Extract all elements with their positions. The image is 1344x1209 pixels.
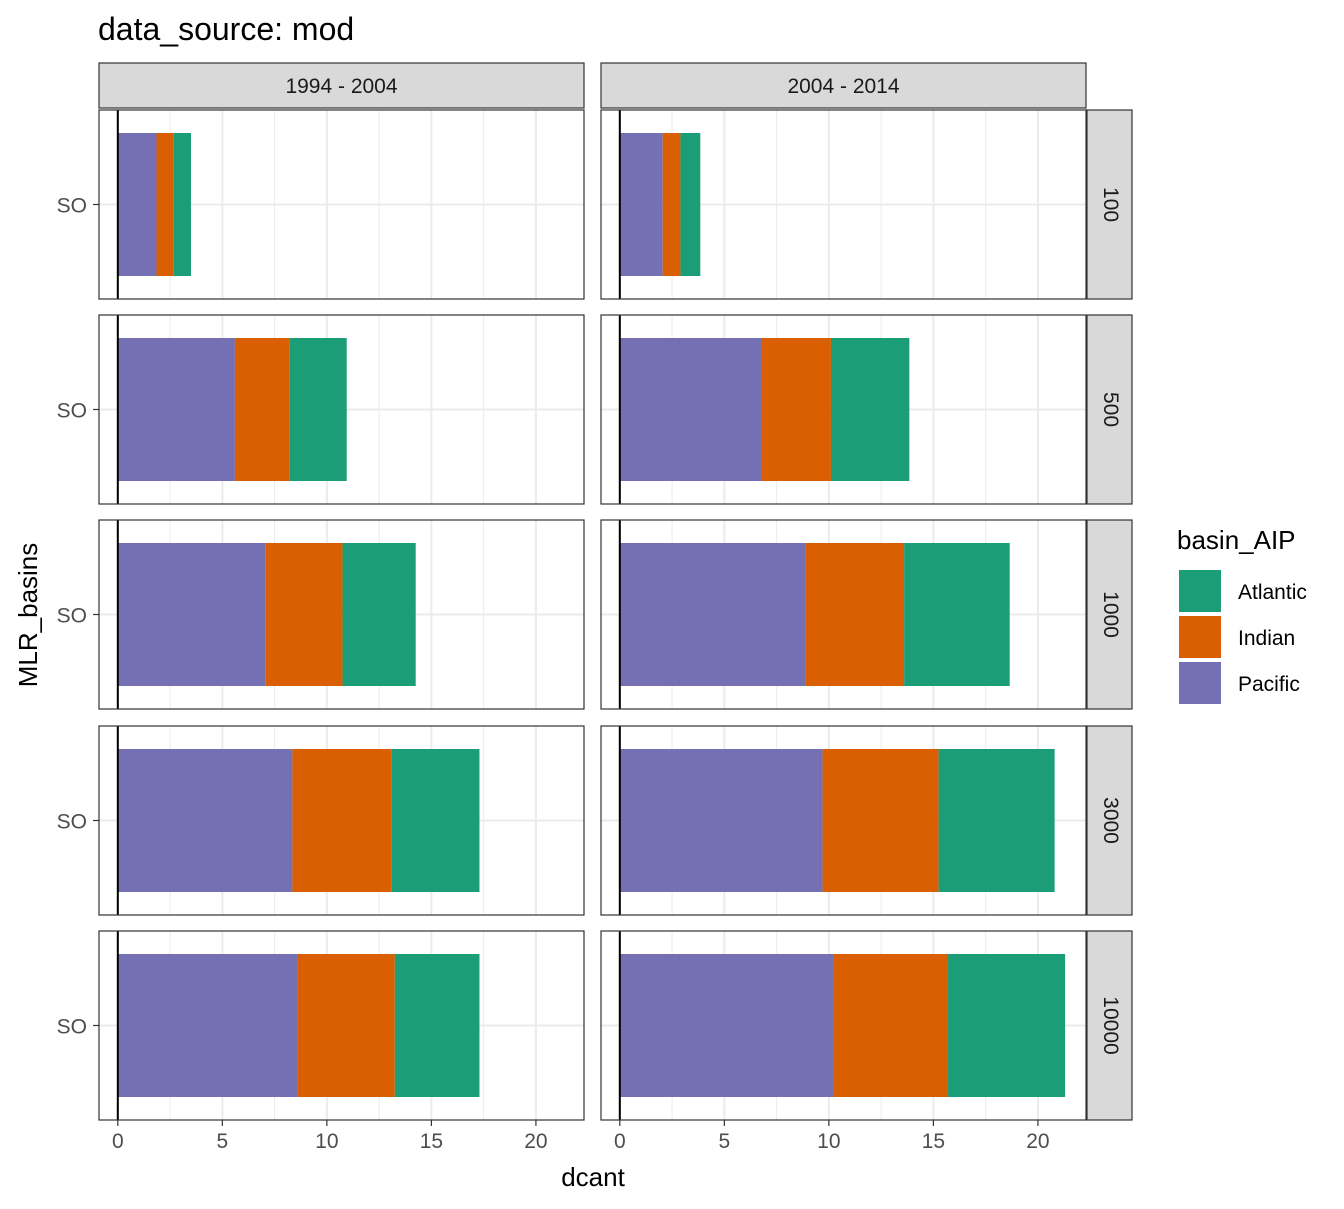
row-strip-bg <box>1086 725 1133 916</box>
x-tick-label: 15 <box>420 1130 443 1153</box>
row-strip-label: 500 <box>1099 392 1122 427</box>
bar-segment-atlantic <box>394 954 480 1097</box>
legend-label: Atlantic <box>1238 581 1307 604</box>
bar-segment-atlantic <box>680 133 701 276</box>
facet-panel: 0 5 10 15 20 <box>600 930 1087 1153</box>
facet-panel <box>600 725 1087 916</box>
bar-segment-indian <box>292 749 392 892</box>
row-strip: 3000 <box>1086 725 1133 916</box>
column-strip: 1994 - 2004 <box>98 62 585 109</box>
bar-segment-pacific <box>117 133 157 276</box>
bar-segment-pacific <box>619 543 806 686</box>
row-strip-label: 10000 <box>1099 996 1122 1054</box>
bar-segment-atlantic <box>904 543 1010 686</box>
row-strip-bg <box>1086 930 1133 1121</box>
row-strip: 10000 <box>1086 930 1133 1121</box>
bar-segment-pacific <box>619 338 762 481</box>
bar-segment-pacific <box>117 749 293 892</box>
column-strip-bg <box>600 62 1087 109</box>
facet-panel: SO <box>57 725 585 916</box>
bar-segment-indian <box>662 133 681 276</box>
bar-segment-pacific <box>117 338 235 481</box>
x-tick-label: 20 <box>524 1130 547 1153</box>
facet-panel <box>600 314 1087 505</box>
x-tick-label: 15 <box>922 1130 945 1153</box>
legend: basin_AIP Atlantic Indian Pacific <box>1177 525 1307 704</box>
column-strip-label: 2004 - 2014 <box>787 75 899 98</box>
facet-panel: SO <box>57 519 585 710</box>
bar-segment-indian <box>761 338 831 481</box>
row-strip-bg <box>1086 314 1133 505</box>
legend-key-indian <box>1179 616 1221 658</box>
bar-segment-indian <box>265 543 343 686</box>
y-axis-title: MLR_basins <box>13 543 43 688</box>
y-tick-label: SO <box>57 1016 87 1039</box>
row-strip-bg <box>1086 519 1133 710</box>
column-strip-bg <box>98 62 585 109</box>
bar-segment-indian <box>297 954 395 1097</box>
row-strip: 100 <box>1086 109 1133 300</box>
bar-segment-atlantic <box>938 749 1055 892</box>
legend-key-pacific <box>1179 662 1221 704</box>
row-strip-label: 3000 <box>1099 797 1122 844</box>
x-tick-label: 10 <box>315 1130 338 1153</box>
facet-panel <box>600 519 1087 710</box>
bar-segment-atlantic <box>830 338 910 481</box>
panel-border <box>600 930 1087 1121</box>
row-strip-label: 100 <box>1099 187 1122 222</box>
x-tick-label: 0 <box>614 1130 626 1153</box>
bar-segment-indian <box>156 133 174 276</box>
row-strip: 1000 <box>1086 519 1133 710</box>
bar-segment-pacific <box>117 543 266 686</box>
facet-panel <box>600 109 1087 300</box>
row-strip: 500 <box>1086 314 1133 505</box>
bar-segment-atlantic <box>173 133 191 276</box>
row-strip-label: 1000 <box>1099 591 1122 638</box>
row-strip-bg <box>1086 109 1133 300</box>
x-tick-label: 10 <box>817 1130 840 1153</box>
bar-segment-indian <box>822 749 939 892</box>
x-axis-title: dcant <box>561 1162 625 1192</box>
panel-border <box>600 725 1087 916</box>
x-tick-label: 5 <box>718 1130 730 1153</box>
bar-segment-pacific <box>619 954 834 1097</box>
bar-segment-atlantic <box>948 954 1066 1097</box>
x-tick-label: 0 <box>112 1130 124 1153</box>
y-tick-label: SO <box>57 605 87 628</box>
facet-panel: SO <box>57 109 585 300</box>
panel-border <box>600 109 1087 300</box>
legend-label: Indian <box>1238 627 1295 650</box>
legend-item: Pacific <box>1179 662 1300 704</box>
bar-segment-indian <box>805 543 905 686</box>
facet-panels: 1994 - 2004 2004 - 2014100500100030001000… <box>57 62 1133 1153</box>
y-tick-label: SO <box>57 811 87 834</box>
column-strip-label: 1994 - 2004 <box>285 75 397 98</box>
column-strip: 2004 - 2014 <box>600 62 1087 109</box>
y-tick-label: SO <box>57 400 87 423</box>
y-tick-label: SO <box>57 195 87 218</box>
panel-border <box>600 519 1087 710</box>
bar-segment-pacific <box>117 954 298 1097</box>
legend-title: basin_AIP <box>1177 525 1296 555</box>
bar-segment-atlantic <box>289 338 347 481</box>
bar-segment-pacific <box>619 749 823 892</box>
legend-item: Atlantic <box>1179 570 1307 612</box>
plot-title: data_source: mod <box>98 11 354 47</box>
bar-segment-indian <box>234 338 290 481</box>
legend-key-atlantic <box>1179 570 1221 612</box>
facet-panel: SO <box>57 314 585 505</box>
legend-label: Pacific <box>1238 673 1300 696</box>
x-tick-label: 20 <box>1026 1130 1049 1153</box>
panel-border <box>600 314 1087 505</box>
bar-segment-indian <box>833 954 949 1097</box>
x-tick-label: 5 <box>216 1130 228 1153</box>
bar-segment-atlantic <box>342 543 416 686</box>
bar-segment-atlantic <box>391 749 480 892</box>
facet-panel: SO 0 5 10 15 20 <box>57 930 585 1153</box>
bar-segment-pacific <box>619 133 663 276</box>
legend-item: Indian <box>1179 616 1295 658</box>
